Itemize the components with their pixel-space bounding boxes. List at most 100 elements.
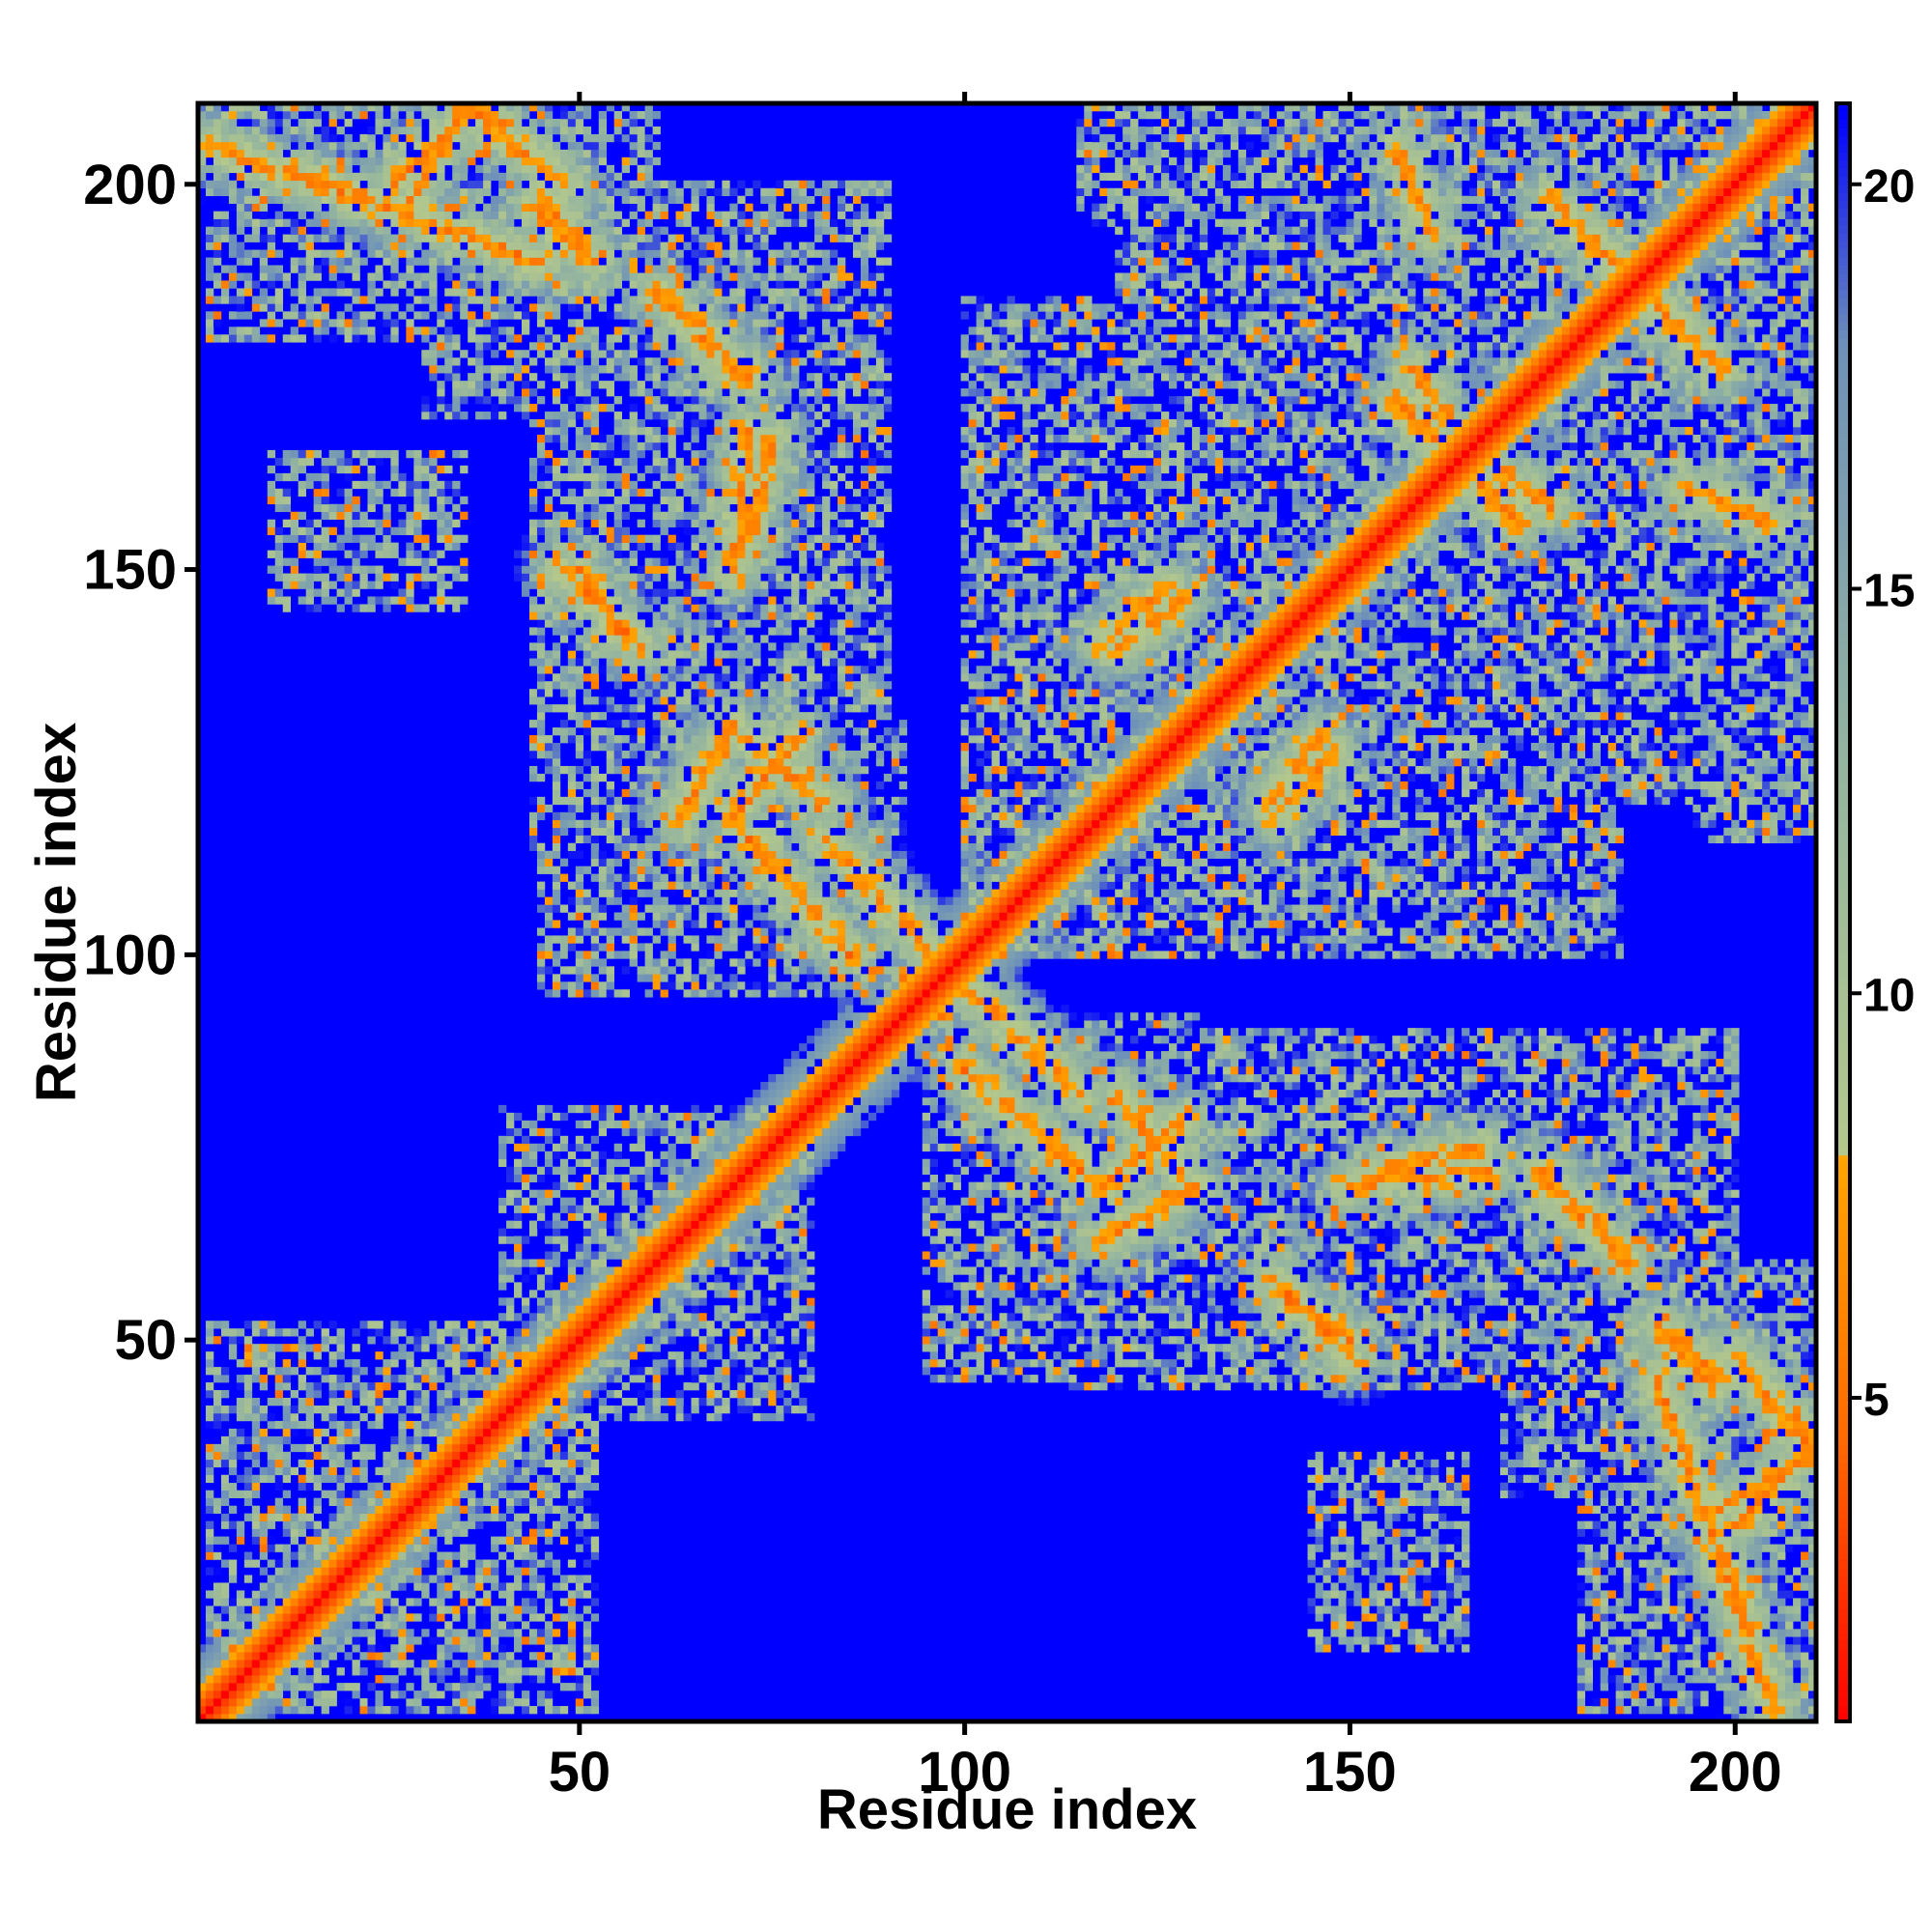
heatmap-cell [529, 188, 537, 196]
heatmap-cell [583, 1421, 591, 1429]
heatmap-cell [529, 1598, 537, 1605]
heatmap-cell [630, 342, 638, 350]
heatmap-cell [568, 1213, 576, 1221]
heatmap-cell [360, 165, 368, 173]
heatmap-cell [213, 1537, 221, 1545]
heatmap-cell [591, 1483, 599, 1491]
heatmap-cell [583, 258, 591, 266]
heatmap-cell [576, 173, 583, 181]
heatmap-cell [545, 258, 553, 266]
heatmap-cell [444, 181, 452, 188]
heatmap-cell [630, 743, 638, 751]
heatmap-cell [537, 1221, 545, 1229]
heatmap-cell [553, 1529, 560, 1537]
heatmap-cell [322, 1660, 329, 1667]
heatmap-cell [437, 181, 444, 188]
heatmap-cell [306, 1621, 314, 1629]
heatmap-cell [638, 1282, 645, 1290]
heatmap-cell [337, 258, 345, 266]
heatmap-cell [283, 1598, 291, 1605]
heatmap-cell [622, 673, 630, 681]
heatmap-cell [576, 604, 583, 611]
heatmap-cell [506, 1198, 514, 1206]
heatmap-cell [622, 989, 630, 997]
heatmap-cell [568, 966, 576, 974]
heatmap-cell [506, 1421, 514, 1429]
heatmap-cell [483, 288, 491, 296]
heatmap-cell [337, 1382, 345, 1390]
heatmap-cell [429, 258, 437, 266]
heatmap-cell [444, 543, 452, 551]
heatmap-cell [429, 1452, 437, 1460]
heatmap-cell [568, 1413, 576, 1421]
heatmap-cell [560, 820, 568, 828]
heatmap-cell [537, 1213, 545, 1221]
heatmap-cell [298, 288, 306, 296]
heatmap-cell [553, 527, 560, 535]
heatmap-cell [268, 1444, 275, 1452]
heatmap-cell [622, 735, 630, 743]
heatmap-cell [367, 296, 375, 303]
heatmap-cell [583, 280, 591, 288]
heatmap-cell [529, 1429, 537, 1436]
heatmap-cell [630, 535, 638, 543]
heatmap-cell [252, 1491, 260, 1498]
heatmap-cell [275, 1475, 283, 1483]
heatmap-cell [306, 1560, 314, 1568]
heatmap-cell [206, 1698, 213, 1706]
heatmap-cell [545, 596, 553, 604]
heatmap-cell [614, 1175, 622, 1182]
heatmap-cell [329, 543, 337, 551]
heatmap-cell [398, 520, 406, 527]
heatmap-cell [268, 272, 275, 280]
heatmap-cell [506, 1452, 514, 1460]
heatmap-cell [622, 1229, 630, 1236]
heatmap-cell [221, 173, 229, 181]
heatmap-cell [553, 188, 560, 196]
heatmap-cell [322, 165, 329, 173]
heatmap-cell [283, 157, 291, 165]
heatmap-cell [353, 173, 360, 181]
heatmap-cell [322, 1475, 329, 1483]
heatmap-cell [599, 735, 607, 743]
heatmap-cell [413, 497, 421, 504]
heatmap-cell [553, 1413, 560, 1421]
heatmap-cell [421, 1529, 429, 1537]
heatmap-cell [329, 1660, 337, 1667]
heatmap-cell [583, 127, 591, 134]
heatmap-cell [367, 1698, 375, 1706]
heatmap-cell [630, 1367, 638, 1375]
heatmap-cell [468, 1514, 475, 1521]
heatmap-cell [522, 219, 529, 227]
heatmap-cell [252, 181, 260, 188]
heatmap-cell [390, 250, 398, 258]
heatmap-cell [537, 134, 545, 142]
heatmap-cell [498, 311, 506, 319]
heatmap-cell [413, 212, 421, 219]
heatmap-cell [475, 272, 483, 280]
heatmap-cell [545, 1552, 553, 1560]
heatmap-cell [390, 1467, 398, 1475]
heatmap-cell [291, 1683, 298, 1690]
heatmap-cell [514, 127, 522, 134]
heatmap-cell [491, 119, 498, 127]
heatmap-cell [545, 303, 553, 311]
heatmap-cell [291, 258, 298, 266]
heatmap-cell [522, 1598, 529, 1605]
heatmap-cell [244, 311, 252, 319]
heatmap-cell [206, 1621, 213, 1629]
heatmap-cell [244, 1636, 252, 1644]
heatmap-cell [329, 1560, 337, 1568]
heatmap-cell [298, 1475, 306, 1483]
heatmap-cell [452, 1421, 460, 1429]
heatmap-cell [491, 242, 498, 250]
heatmap-cell [237, 165, 244, 173]
heatmap-cell [452, 1506, 460, 1514]
heatmap-cell [560, 1375, 568, 1382]
heatmap-cell [599, 473, 607, 481]
heatmap-cell [437, 1336, 444, 1344]
heatmap-cell [545, 1321, 553, 1328]
heatmap-cell [591, 150, 599, 157]
heatmap-cell [322, 1621, 329, 1629]
heatmap-cell [475, 1398, 483, 1406]
